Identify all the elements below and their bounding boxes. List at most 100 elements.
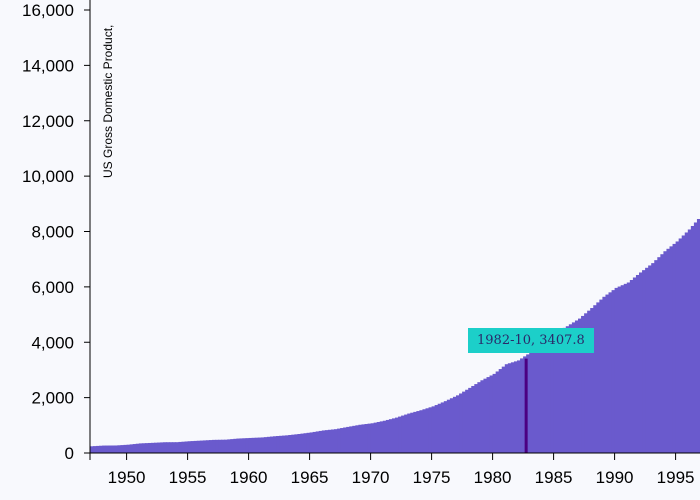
bar[interactable] (468, 387, 472, 453)
bar[interactable] (334, 429, 338, 453)
bar[interactable] (257, 437, 262, 453)
bar[interactable] (190, 441, 195, 453)
bar[interactable] (578, 318, 582, 453)
bar[interactable] (266, 436, 271, 453)
bar[interactable] (260, 437, 265, 453)
bar[interactable] (114, 445, 119, 453)
bar[interactable] (373, 422, 378, 453)
bar[interactable] (559, 329, 564, 453)
bar[interactable] (507, 363, 512, 453)
bar[interactable] (330, 429, 335, 453)
bar[interactable] (303, 433, 308, 453)
bar[interactable] (245, 438, 250, 453)
bar[interactable] (215, 439, 219, 453)
bar[interactable] (239, 438, 244, 453)
bar[interactable] (90, 446, 94, 453)
bar[interactable] (382, 420, 387, 453)
bar[interactable] (147, 442, 152, 453)
bar[interactable] (138, 443, 143, 453)
bar[interactable] (321, 430, 326, 453)
bar[interactable] (111, 445, 115, 453)
bar[interactable] (648, 265, 652, 453)
bar[interactable] (364, 424, 369, 453)
bar[interactable] (300, 433, 305, 453)
bar[interactable] (395, 417, 399, 453)
bar[interactable] (129, 444, 134, 453)
bar[interactable] (166, 442, 170, 453)
bar[interactable] (172, 442, 176, 453)
bar[interactable] (227, 439, 231, 453)
bar[interactable] (599, 299, 603, 453)
bar[interactable] (526, 354, 530, 453)
bar[interactable] (504, 364, 509, 453)
bar[interactable] (132, 444, 137, 453)
bar[interactable] (477, 382, 481, 453)
bar[interactable] (309, 432, 314, 453)
bar[interactable] (666, 248, 671, 453)
bar[interactable] (550, 334, 555, 453)
bar[interactable] (105, 445, 109, 453)
bar[interactable] (163, 442, 167, 453)
bar[interactable] (254, 437, 259, 453)
bar[interactable] (230, 439, 234, 453)
bar[interactable] (236, 438, 241, 453)
bar[interactable] (687, 229, 692, 453)
bar[interactable] (337, 428, 341, 453)
bar[interactable] (297, 434, 302, 453)
bar[interactable] (102, 445, 106, 453)
bar[interactable] (657, 257, 661, 453)
bar[interactable] (358, 424, 363, 453)
bar[interactable] (532, 349, 536, 453)
bar[interactable] (587, 310, 591, 453)
bar[interactable] (343, 427, 347, 453)
bar[interactable] (269, 436, 274, 453)
bar[interactable] (620, 285, 625, 453)
bar[interactable] (483, 378, 488, 453)
bar[interactable] (535, 346, 539, 453)
bar[interactable] (556, 331, 561, 453)
bar[interactable] (651, 263, 655, 453)
bar[interactable] (544, 339, 549, 453)
bar[interactable] (367, 423, 372, 453)
bar[interactable] (611, 290, 616, 453)
bar[interactable] (538, 344, 542, 453)
bar[interactable] (117, 445, 122, 453)
bar[interactable] (672, 243, 677, 453)
bar[interactable] (486, 377, 491, 453)
bar[interactable] (446, 399, 451, 453)
bar[interactable] (288, 435, 292, 453)
bar[interactable] (93, 446, 97, 453)
bar[interactable] (480, 380, 485, 453)
bar[interactable] (571, 322, 576, 453)
bar[interactable] (422, 409, 427, 453)
bar[interactable] (452, 396, 457, 453)
bar[interactable] (349, 426, 353, 453)
bar[interactable] (202, 440, 207, 453)
bar[interactable] (99, 445, 103, 453)
bar[interactable] (471, 385, 475, 453)
bar[interactable] (413, 411, 417, 453)
bar[interactable] (474, 384, 478, 453)
bar[interactable] (614, 287, 619, 453)
bar[interactable] (513, 361, 518, 453)
bar[interactable] (193, 440, 198, 453)
bar[interactable] (154, 442, 158, 453)
bar[interactable] (440, 402, 445, 453)
bar[interactable] (276, 436, 280, 453)
bar[interactable] (510, 362, 515, 453)
bar[interactable] (690, 225, 695, 453)
bar[interactable] (346, 426, 350, 453)
bar[interactable] (517, 360, 521, 453)
bar[interactable] (160, 442, 164, 453)
bar[interactable] (376, 422, 381, 453)
bar[interactable] (352, 425, 356, 453)
bar[interactable] (184, 441, 189, 453)
bar[interactable] (596, 302, 600, 453)
bar[interactable] (178, 441, 183, 453)
bar[interactable] (327, 429, 332, 453)
bar[interactable] (404, 414, 408, 453)
bar[interactable] (529, 352, 533, 453)
bar[interactable] (434, 405, 439, 453)
bar[interactable] (562, 327, 567, 453)
bar[interactable] (574, 320, 579, 453)
